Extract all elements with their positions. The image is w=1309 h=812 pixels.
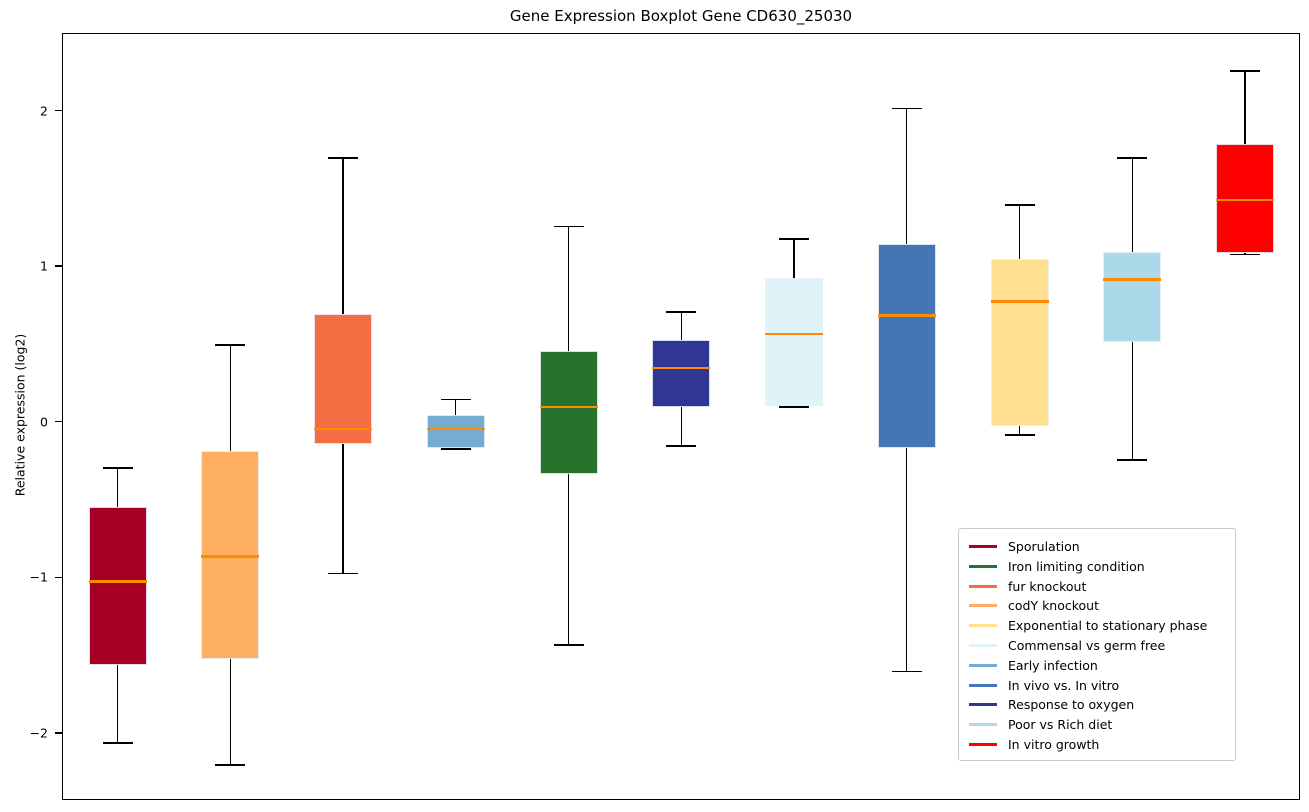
box-commensal-vs-germ-free (765, 277, 823, 406)
y-tick-mark (55, 732, 62, 734)
legend-item-early-infection: Early infection (969, 656, 1225, 675)
median-line (765, 332, 823, 336)
median-line (88, 580, 147, 583)
whisker-cap (1230, 253, 1260, 256)
median-line (990, 300, 1049, 303)
box-fur-knockout (314, 313, 372, 445)
legend-label: Poor vs Rich diet (1008, 717, 1113, 733)
legend-label: Sporulation (1008, 539, 1080, 554)
legend-item-response-to-oxygen: Response to oxygen (969, 695, 1225, 714)
y-tick-label: −1 (29, 569, 48, 585)
legend-item-sporulation: Sporulation (969, 537, 1225, 556)
legend-label: codY knockout (1008, 598, 1100, 614)
whisker-cap (1004, 434, 1035, 436)
y-tick-mark (55, 265, 62, 267)
median-line (314, 427, 372, 431)
box-exponential-to-stationary-phase (990, 259, 1049, 426)
whisker-cap (1117, 157, 1148, 159)
whisker-cap (779, 406, 809, 408)
median-line (201, 555, 260, 558)
box-poor-vs-rich-diet (1103, 251, 1162, 342)
legend-item-commensal-vs-germ-free: Commensal vs germ free (969, 636, 1225, 655)
median-line (426, 427, 485, 431)
legend-swatch-response-to-oxygen (969, 703, 997, 707)
whisker-cap (328, 157, 358, 159)
legend-swatch-exponential-to-stationary-phase (969, 624, 997, 628)
legend-item-fur-knockout: fur knockout (969, 577, 1225, 596)
median-line (539, 405, 598, 409)
legend-swatch-in-vitro-growth (969, 742, 997, 746)
box-cody-knockout (201, 450, 260, 660)
legend-label: Response to oxygen (1008, 697, 1135, 713)
whisker-cap (666, 445, 697, 447)
legend-label: Exponential to stationary phase (1008, 618, 1208, 634)
whisker-cap (440, 398, 471, 401)
whisker-cap (553, 644, 584, 646)
legend-label: fur knockout (1008, 578, 1087, 594)
legend-item-in-vivo-vs-in-vitro: In vivo vs. In vitro (969, 676, 1225, 695)
whisker-cap (891, 670, 922, 673)
legend-swatch-cody-knockout (969, 604, 997, 608)
legend-label: In vitro growth (1008, 736, 1100, 752)
whisker-cap (1004, 204, 1035, 206)
legend-swatch-early-infection (969, 663, 997, 667)
whisker-cap (891, 107, 922, 110)
y-tick-label: 0 (40, 414, 48, 430)
legend-label: Early infection (1008, 657, 1098, 673)
y-tick-label: 1 (40, 258, 48, 274)
legend-swatch-in-vivo-vs-in-vitro (969, 683, 997, 687)
legend-swatch-commensal-vs-germ-free (969, 643, 997, 647)
whisker-cap (553, 225, 584, 228)
legend-item-iron-limiting-condition: Iron limiting condition (969, 557, 1225, 576)
whisker-cap (328, 572, 358, 575)
whisker-cap (1117, 459, 1148, 461)
whisker-cap (779, 238, 809, 240)
legend-label: In vivo vs. In vitro (1008, 677, 1120, 693)
box-in-vitro-growth (1216, 144, 1274, 254)
legend-swatch-poor-vs-rich-diet (969, 723, 997, 727)
legend-item-cody-knockout: codY knockout (969, 596, 1225, 615)
median-line (1103, 278, 1162, 281)
legend-swatch-sporulation (969, 545, 997, 548)
whisker-cap (215, 764, 246, 766)
whisker-cap (666, 311, 697, 313)
y-tick-label: 2 (40, 103, 48, 118)
whisker-cap (440, 448, 471, 450)
legend-label: Commensal vs germ free (1008, 637, 1166, 653)
box-sporulation (88, 506, 147, 666)
median-line (877, 314, 936, 317)
median-line (652, 367, 711, 370)
whisker-cap (215, 344, 246, 346)
whisker-cap (102, 742, 133, 744)
chart-title: Gene Expression Boxplot Gene CD630_25030 (509, 7, 853, 25)
whisker-cap (1230, 70, 1260, 72)
legend-label: Iron limiting condition (1008, 558, 1145, 574)
legend-swatch-iron-limiting-condition (969, 564, 997, 568)
box-iron-limiting-condition (539, 351, 598, 475)
box-response-to-oxygen (652, 340, 711, 408)
median-line (1216, 198, 1274, 202)
y-tick-mark (55, 109, 62, 112)
plot-area (62, 33, 1300, 800)
box-in-vivo-vs-in-vitro (877, 243, 936, 448)
y-tick-label: −2 (29, 725, 48, 741)
y-tick-mark (55, 576, 62, 579)
legend-swatch-fur-knockout (969, 584, 997, 588)
legend-item-poor-vs-rich-diet: Poor vs Rich diet (969, 715, 1225, 734)
legend: Sporulation Iron limiting condition fur kn… (958, 528, 1236, 761)
whisker-cap (102, 467, 133, 469)
legend-item-exponential-to-stationary-phase: Exponential to stationary phase (969, 616, 1225, 635)
y-tick-mark (55, 420, 62, 423)
legend-item-in-vitro-growth: In vitro growth (969, 735, 1225, 754)
box-early-infection (426, 414, 485, 448)
